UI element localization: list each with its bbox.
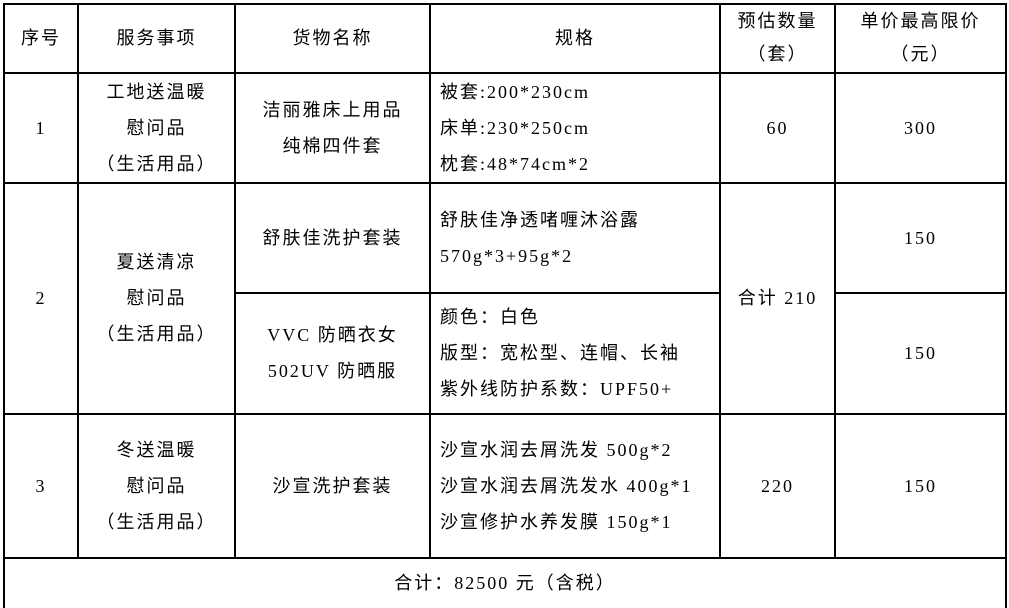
- row2-no-cell: 2: [3, 181, 79, 415]
- row1-goods-cell: 洁丽雅床上用品 纯棉四件套: [234, 71, 431, 184]
- goods-line: VVC 防晒衣女: [267, 325, 398, 346]
- table-row-3: 3 冬送温暖 慰问品 （生活用品） 沙宣洗护套装 沙宣水润去屑洗发 500g*2…: [3, 412, 1007, 559]
- spec-line: 570g*3+95g*2: [440, 245, 574, 266]
- header-price-line2: （元）: [890, 44, 951, 65]
- row2a-price-cell: 150: [834, 181, 1007, 294]
- row1-no-cell: 1: [3, 71, 79, 184]
- table-header-row: 序号 服务事项 货物名称 规格 预估数量 （套） 单价最高限价 （元）: [3, 3, 1007, 74]
- row3-no-cell: 3: [3, 412, 79, 559]
- row1-service-cell: 工地送温暖 慰问品 （生活用品）: [77, 71, 236, 184]
- service-line: 冬送温暖: [116, 439, 197, 460]
- service-line: 工地送温暖: [106, 81, 207, 102]
- row2a-goods-cell: 舒肤佳洗护套装: [234, 181, 431, 294]
- service-line: （生活用品）: [96, 324, 217, 345]
- goods-line: 舒肤佳洗护套装: [262, 227, 403, 248]
- row2b-price-cell: 150: [834, 291, 1007, 415]
- row3-service-cell: 冬送温暖 慰问品 （生活用品）: [77, 412, 236, 559]
- table-row-2b: VVC 防晒衣女 502UV 防晒服 颜色：白色 版型：宽松型、连帽、长袖 紫外…: [4, 291, 1007, 415]
- spec-line: 舒肤佳净透啫喱沐浴露: [440, 209, 640, 230]
- header-service: 服务事项: [77, 3, 236, 74]
- row2-qty-cell: 合计 210: [719, 181, 836, 415]
- row1-qty-cell: 60: [719, 71, 836, 184]
- row3-goods-cell: 沙宣洗护套装: [234, 412, 431, 559]
- row3-qty-cell: 220: [719, 412, 836, 559]
- header-qty: 预估数量 （套）: [719, 3, 836, 74]
- table-footer-row: 合计：82500 元（含税）: [3, 556, 1007, 608]
- spec-line: 被套:200*230cm: [440, 81, 590, 102]
- service-line: 慰问品: [126, 288, 187, 309]
- goods-line: 洁丽雅床上用品: [262, 99, 403, 120]
- spec-line: 紫外线防护系数：UPF50+: [440, 379, 674, 400]
- service-line: 慰问品: [126, 475, 187, 496]
- table-row-2a: 2 夏送清凉 慰问品 （生活用品） 舒肤佳洗护套装 舒肤佳净透啫喱沐浴露 570…: [3, 181, 1007, 415]
- row1-price-cell: 300: [834, 71, 1007, 184]
- spec-line: 版型：宽松型、连帽、长袖: [440, 343, 680, 364]
- header-qty-line2: （套）: [747, 44, 808, 65]
- row2-service-cell: 夏送清凉 慰问品 （生活用品）: [77, 181, 236, 415]
- row3-price-cell: 150: [834, 412, 1007, 559]
- spec-line: 沙宣修护水养发膜 150g*1: [440, 511, 673, 532]
- row2a-spec-cell: 舒肤佳净透啫喱沐浴露 570g*3+95g*2: [429, 181, 721, 294]
- service-line: 夏送清凉: [116, 252, 197, 273]
- service-line: 慰问品: [126, 117, 187, 138]
- header-price-line1: 单价最高限价: [860, 11, 981, 31]
- header-goods: 货物名称: [234, 3, 431, 74]
- spec-line: 沙宣水润去屑洗发水 400g*1: [440, 475, 693, 496]
- row1-spec-cell: 被套:200*230cm 床单:230*250cm 枕套:48*74cm*2: [429, 71, 721, 184]
- header-spec: 规格: [429, 3, 721, 74]
- service-line: （生活用品）: [96, 153, 217, 174]
- header-qty-line1: 预估数量: [737, 11, 818, 31]
- goods-line: 沙宣洗护套装: [272, 475, 393, 496]
- spec-line: 沙宣水润去屑洗发 500g*2: [440, 439, 673, 460]
- row3-spec-cell: 沙宣水润去屑洗发 500g*2 沙宣水润去屑洗发水 400g*1 沙宣修护水养发…: [429, 412, 721, 559]
- spec-line: 颜色：白色: [440, 307, 540, 328]
- goods-line: 502UV 防晒服: [267, 361, 398, 382]
- row2b-spec-cell: 颜色：白色 版型：宽松型、连帽、长袖 紫外线防护系数：UPF50+: [429, 291, 721, 415]
- header-no: 序号: [3, 3, 79, 74]
- goods-line: 纯棉四件套: [282, 135, 383, 156]
- spec-line: 枕套:48*74cm*2: [440, 153, 590, 174]
- procurement-items-table: 序号 服务事项 货物名称 规格 预估数量 （套） 单价最高限价 （元） 1 工地…: [3, 3, 1007, 608]
- table-row-1: 1 工地送温暖 慰问品 （生活用品） 洁丽雅床上用品 纯棉四件套 被套:200*…: [3, 71, 1007, 184]
- total-cell: 合计：82500 元（含税）: [3, 556, 1007, 608]
- spec-line: 床单:230*250cm: [440, 117, 590, 138]
- row2b-goods-cell: VVC 防晒衣女 502UV 防晒服: [234, 291, 431, 415]
- service-line: （生活用品）: [96, 511, 217, 532]
- header-price: 单价最高限价 （元）: [834, 3, 1007, 74]
